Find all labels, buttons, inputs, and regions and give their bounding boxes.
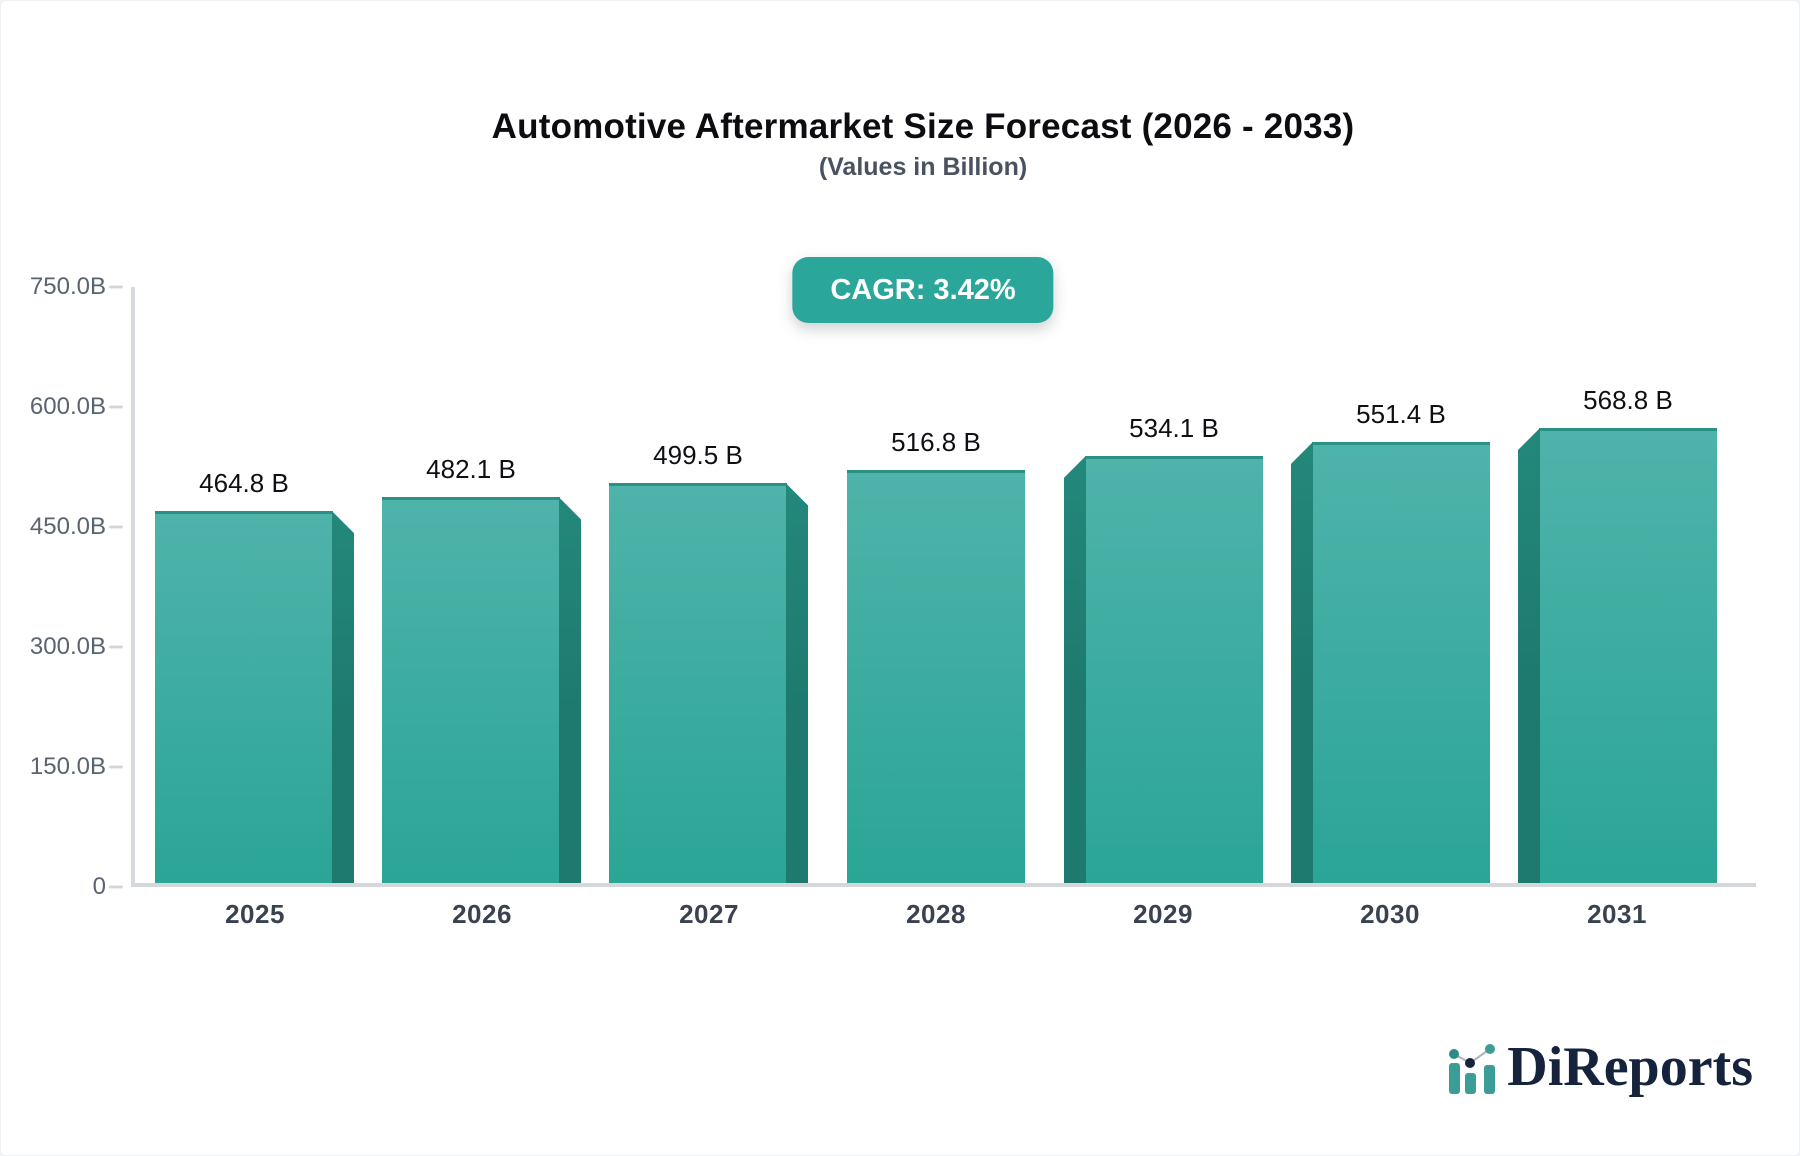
- bar-value-label: 551.4 B: [1356, 398, 1446, 429]
- bar-slot-2031: 568.8 B: [1517, 287, 1717, 883]
- bar-value-label: 499.5 B: [653, 440, 743, 471]
- y-axis-tick: [109, 645, 123, 649]
- bar-slot-2027: 499.5 B: [609, 287, 809, 883]
- bar-slot-2028: 516.8 B: [836, 287, 1036, 883]
- y-axis-tick: [109, 405, 123, 409]
- y-axis-tick: [109, 765, 123, 769]
- bar-front-face: [847, 469, 1025, 883]
- bar-2031: [1518, 427, 1717, 883]
- bar-side-face: [1518, 427, 1540, 883]
- bar-value-label: 464.8 B: [199, 468, 289, 499]
- y-axis-tick: [109, 285, 123, 289]
- y-axis-label: 600.0B: [29, 393, 106, 420]
- bar-2029: [1064, 455, 1263, 883]
- x-axis-label-2025: 2025: [225, 899, 285, 929]
- bar-value-label: 534.1 B: [1129, 412, 1219, 443]
- bar-front-face: [155, 511, 333, 883]
- x-axis-label-2028: 2028: [906, 899, 966, 929]
- bar-side-face: [1064, 455, 1086, 883]
- brand-chart-icon: [1449, 1044, 1496, 1094]
- bar-slot-2025: 464.8 B: [155, 287, 355, 883]
- bar-2025: [155, 511, 354, 883]
- bar-2030: [1291, 441, 1490, 883]
- y-axis-label: 300.0B: [29, 633, 106, 660]
- x-axis-label-2026: 2026: [452, 899, 512, 929]
- x-axis-labels: 2025 2026 2027 2028 2029 2030 2031: [155, 899, 1717, 930]
- brand-logo: DiReports: [1445, 1037, 1753, 1095]
- bar-side-face: [1291, 441, 1313, 883]
- bar-2028: [847, 469, 1025, 883]
- chart-title: Automotive Aftermarket Size Forecast (20…: [491, 107, 1355, 146]
- x-axis-label-2029: 2029: [1133, 899, 1193, 929]
- bar-slot-2030: 551.4 B: [1290, 287, 1490, 883]
- bar-front-face: [1312, 441, 1490, 883]
- bar-front-face: [1085, 455, 1263, 883]
- y-axis-tick: [109, 525, 123, 529]
- y-axis-label: 750.0B: [29, 273, 106, 300]
- bar-2027: [609, 483, 808, 883]
- y-axis-label: 0: [92, 873, 106, 900]
- x-axis-label-2030: 2030: [1360, 899, 1420, 929]
- cagr-badge: CAGR: 3.42%: [792, 257, 1054, 323]
- bar-slot-2029: 534.1 B: [1063, 287, 1263, 883]
- x-axis-label-2031: 2031: [1587, 899, 1647, 929]
- cagr-badge-label: CAGR: 3.42%: [830, 273, 1016, 306]
- chart-subtitle: (Values in Billion): [818, 153, 1028, 181]
- bar-slot-2026: 482.1 B: [382, 287, 582, 883]
- bar-side-face: [332, 511, 354, 883]
- bar-front-face: [1539, 427, 1717, 883]
- bar-side-face: [559, 497, 581, 883]
- bar-front-face: [609, 483, 787, 883]
- x-axis-label-2027: 2027: [679, 899, 739, 929]
- bar-side-face: [786, 483, 808, 883]
- brand-name: DiReports: [1507, 1036, 1753, 1098]
- bar-value-label: 482.1 B: [426, 454, 516, 485]
- y-axis-tick: [109, 885, 123, 889]
- y-axis-label: 150.0B: [29, 753, 106, 780]
- bar-2026: [382, 497, 581, 883]
- y-axis-label: 450.0B: [29, 513, 106, 540]
- bar-front-face: [382, 497, 560, 883]
- bar-value-label: 568.8 B: [1583, 384, 1673, 415]
- bars-row: 464.8 B 482.1 B 499.5 B 516.8 B 534.1 B 551.4…: [155, 287, 1717, 883]
- bar-value-label: 516.8 B: [891, 426, 981, 457]
